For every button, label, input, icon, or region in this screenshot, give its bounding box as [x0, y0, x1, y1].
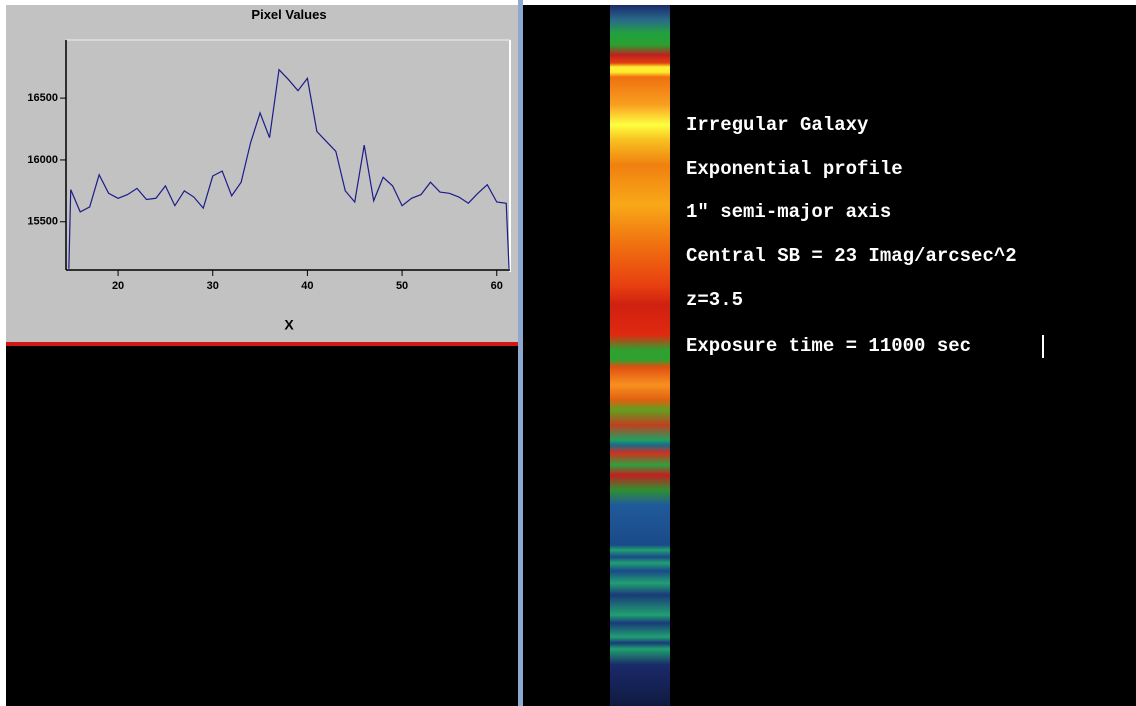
- y-tick-label: 15500: [27, 216, 58, 228]
- x-tick-label: 30: [207, 280, 219, 292]
- annotation: Irregular Galaxy: [686, 114, 869, 136]
- annotation: Exposure time = 11000 sec: [686, 335, 971, 357]
- x-axis-label: X: [284, 317, 294, 333]
- chart-title: Pixel Values: [251, 7, 326, 22]
- overlay: Pixel Values X Irregular Galaxy Exponent…: [0, 0, 1136, 706]
- x-tick-label: 50: [396, 280, 408, 292]
- y-tick-label: 16000: [27, 154, 58, 166]
- x-tick-label: 20: [112, 280, 124, 292]
- page: Pixel Values X Irregular Galaxy Exponent…: [0, 0, 1136, 706]
- annotation: Exponential profile: [686, 158, 903, 180]
- y-tick-label: 16500: [27, 92, 58, 104]
- annotation: z=3.5: [686, 289, 743, 311]
- x-tick-label: 40: [301, 280, 313, 292]
- data-line: [69, 70, 509, 269]
- annotation: 1" semi-major axis: [686, 201, 891, 223]
- x-tick-label: 60: [491, 280, 503, 292]
- annotation: Central SB = 23 Imag/arcsec^2: [686, 245, 1017, 267]
